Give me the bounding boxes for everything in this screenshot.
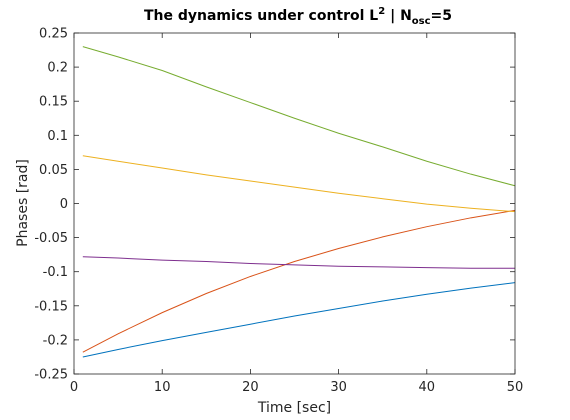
y-tick-label: 0.2	[47, 61, 68, 76]
x-tick-label: 0	[70, 380, 78, 395]
y-tick-label: 0.05	[39, 163, 68, 178]
y-tick-label: -0.2	[43, 333, 68, 348]
x-tick-label: 20	[242, 380, 259, 395]
series-layer	[82, 46, 516, 358]
chart-title-prefix: The dynamics under control L	[144, 8, 378, 24]
chart-title-subscript: osc	[412, 16, 431, 27]
x-tick-label: 30	[330, 380, 347, 395]
y-tick-label: -0.25	[34, 368, 68, 383]
chart-title: The dynamics under control L2 | Nosc=5	[144, 6, 452, 27]
y-axis-label: Phases [rad]	[15, 159, 31, 247]
series-line-1	[82, 282, 516, 358]
x-tick-label: 40	[419, 380, 436, 395]
y-tick-label: 0.1	[47, 129, 68, 144]
chart-title-superscript: 2	[378, 6, 385, 17]
plot-background	[74, 33, 515, 374]
axes-layer: 0 10 20 30 40 50 -0.25 -0.2 -0.15 -0.1 -0.05 0 0.05 0…	[34, 27, 523, 396]
y-tick-label: -0.15	[34, 299, 68, 314]
series-line-4	[82, 256, 515, 269]
y-tick-label: -0.1	[43, 265, 68, 280]
series-line-2	[82, 209, 516, 353]
y-tick-label: -0.05	[34, 231, 68, 246]
y-tick-label: 0	[60, 197, 68, 212]
x-tick-label: 10	[154, 380, 171, 395]
series-line-3	[82, 155, 516, 213]
y-tick-label: 0.25	[39, 27, 68, 42]
x-axis-label: Time [sec]	[257, 400, 331, 416]
chart-title-middle: | N	[385, 8, 412, 24]
y-tick-label: 0.15	[39, 95, 68, 110]
x-tick-label: 50	[507, 380, 524, 395]
plot-area	[74, 33, 515, 374]
chart-title-suffix: =5	[431, 8, 452, 24]
series-line-5	[82, 46, 516, 187]
